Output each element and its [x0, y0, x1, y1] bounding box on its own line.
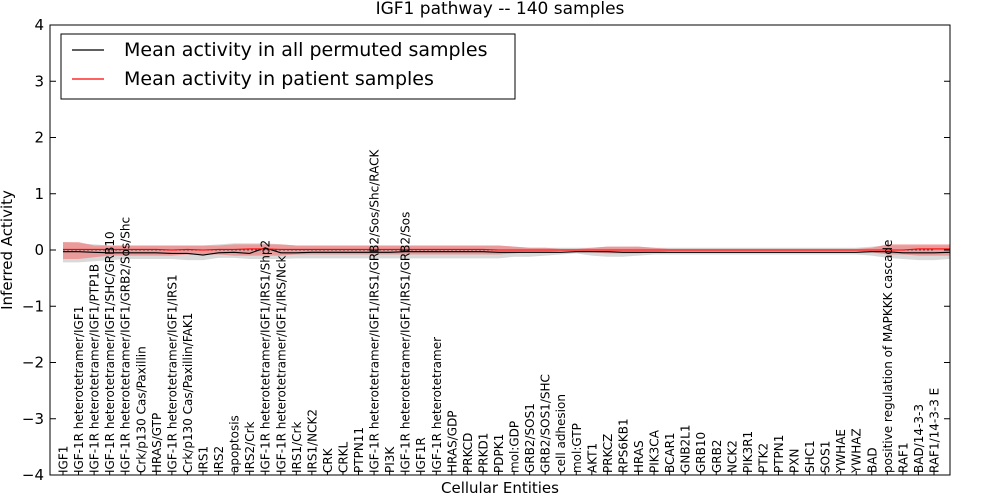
- x-tick-label: PXN: [788, 449, 802, 473]
- x-tick-label: IGF-1R heterotetramer/IGF1/SHC/GRB10: [103, 231, 117, 473]
- y-tick-label: 0: [34, 241, 44, 259]
- x-axis-label: Cellular Entities: [441, 479, 559, 497]
- x-tick-label: IRS2/Crk: [243, 421, 257, 472]
- x-tick-label: YWHAE: [834, 429, 848, 474]
- x-tick-label: IGF-1R heterotetramer/IGF1/IRS1: [165, 274, 179, 473]
- legend-box: [60, 33, 516, 100]
- x-tick-label: HRAS/GTP: [150, 413, 164, 473]
- x-tick-label: IGF-1R heterotetramer: [430, 337, 444, 473]
- x-tick-label: HRAS: [632, 440, 646, 473]
- x-tick-label: HRAS/GDP: [445, 410, 459, 473]
- x-tick-label: IRS1/Crk: [290, 422, 304, 473]
- y-tick-label: −1: [22, 297, 44, 315]
- x-tick-label: IGF-1R heterotetramer/IGF1/IRS1/Shp2: [259, 240, 273, 473]
- y-tick-label: 3: [34, 72, 44, 90]
- x-tick-label: PI3K: [383, 446, 397, 473]
- x-tick-label: NCK2: [725, 440, 739, 473]
- y-axis-label: Inferred Activity: [0, 190, 16, 310]
- x-tick-label: Crk/p130 Cas/Paxillin: [134, 346, 148, 473]
- y-tick-label: 1: [34, 185, 44, 203]
- x-tick-label: CRKL: [337, 441, 351, 473]
- series-line-permuted: [63, 247, 950, 256]
- x-tick-label: mol:GTP: [570, 423, 584, 473]
- x-tick-label: YWHAZ: [850, 428, 864, 474]
- x-tick-label: IRS2: [212, 446, 226, 473]
- legend: Mean activity in all permuted samples Mea…: [60, 33, 516, 100]
- x-tick-label: IGF-1R heterotetramer/IGF1/IRS1/GRB2/Sos…: [368, 148, 382, 473]
- x-tick-label: IGF-1R heterotetramer/IGF1/IRS/Nck: [274, 255, 288, 473]
- x-tick-label: AKT1: [585, 443, 599, 473]
- x-tick-label: BAD: [865, 447, 879, 473]
- x-tick-label: IGF1: [57, 446, 71, 473]
- x-tick-label: PIK3R1: [741, 431, 755, 473]
- x-tick-label: PIK3CA: [648, 429, 662, 473]
- x-tick-label: PDPK1: [492, 434, 506, 473]
- x-tick-label: BAD/14-3-3: [912, 404, 926, 473]
- legend-label-permuted: Mean activity in all permuted samples: [124, 39, 487, 61]
- x-tick-label: mol:GDP: [508, 421, 522, 473]
- y-tick-label: 4: [34, 16, 44, 34]
- x-tick-label: IRS1/NCK2: [305, 409, 319, 473]
- x-tick-label: IGF-1R heterotetramer/IGF1/IRS1/GRB2/Sos: [399, 212, 413, 473]
- x-tick-label: SOS1: [819, 441, 833, 473]
- x-tick-label: PTPN1: [772, 435, 786, 473]
- x-tick-label: cell adhesion: [554, 394, 568, 473]
- x-tick-label: RPS6KB1: [616, 418, 630, 473]
- x-tick-label: RAF1/14-3-3 E: [928, 388, 942, 473]
- x-tick-label: CRK: [321, 447, 335, 473]
- x-tick-label: GRB10: [694, 432, 708, 473]
- x-tick-label: GRB2/SOS1/SHC: [539, 374, 553, 473]
- x-tick-label: IGF1R: [414, 437, 428, 473]
- x-tick-label: IGF-1R heterotetramer/IGF1/PTP1B: [88, 264, 102, 473]
- chart-title: IGF1 pathway -- 140 samples: [376, 0, 625, 19]
- y-tick-label: −2: [22, 354, 44, 372]
- x-tick-label: GRB2: [710, 440, 724, 474]
- x-tick-label: IGF-1R heterotetramer/IGF1/GRB2/Sos/Shc: [119, 217, 133, 473]
- x-tick-label: positive regulation of MAPKKK cascade: [881, 240, 895, 473]
- x-tick-label: PTK2: [756, 443, 770, 473]
- series-line-patient: [63, 248, 950, 251]
- x-tick-label: PRKCD: [461, 433, 475, 473]
- x-tick-label: RAF1: [896, 442, 910, 473]
- x-tick-label: IGF-1R heterotetramer/IGF1: [72, 306, 86, 473]
- x-tick-label: PRKD1: [476, 433, 490, 473]
- y-tick-label: 2: [34, 129, 44, 147]
- legend-label-patient: Mean activity in patient samples: [124, 68, 434, 90]
- x-tick-label: IRS1: [197, 446, 211, 473]
- x-tick-label: GNB2L1: [679, 424, 693, 472]
- x-tick-label: PTPN11: [352, 427, 366, 473]
- y-tick-label: −3: [22, 410, 44, 428]
- y-tick-label: −4: [22, 466, 44, 484]
- x-tick-label: apoptosis: [228, 415, 242, 473]
- x-tick-label: SHC1: [803, 440, 817, 473]
- x-tick-label: GRB2/SOS1: [523, 403, 537, 473]
- x-tick-label: Crk/p130 Cas/Paxillin/FAK1: [181, 313, 195, 473]
- x-tick-label: BCAR1: [663, 432, 677, 473]
- x-tick-label: PRKCZ: [601, 434, 615, 473]
